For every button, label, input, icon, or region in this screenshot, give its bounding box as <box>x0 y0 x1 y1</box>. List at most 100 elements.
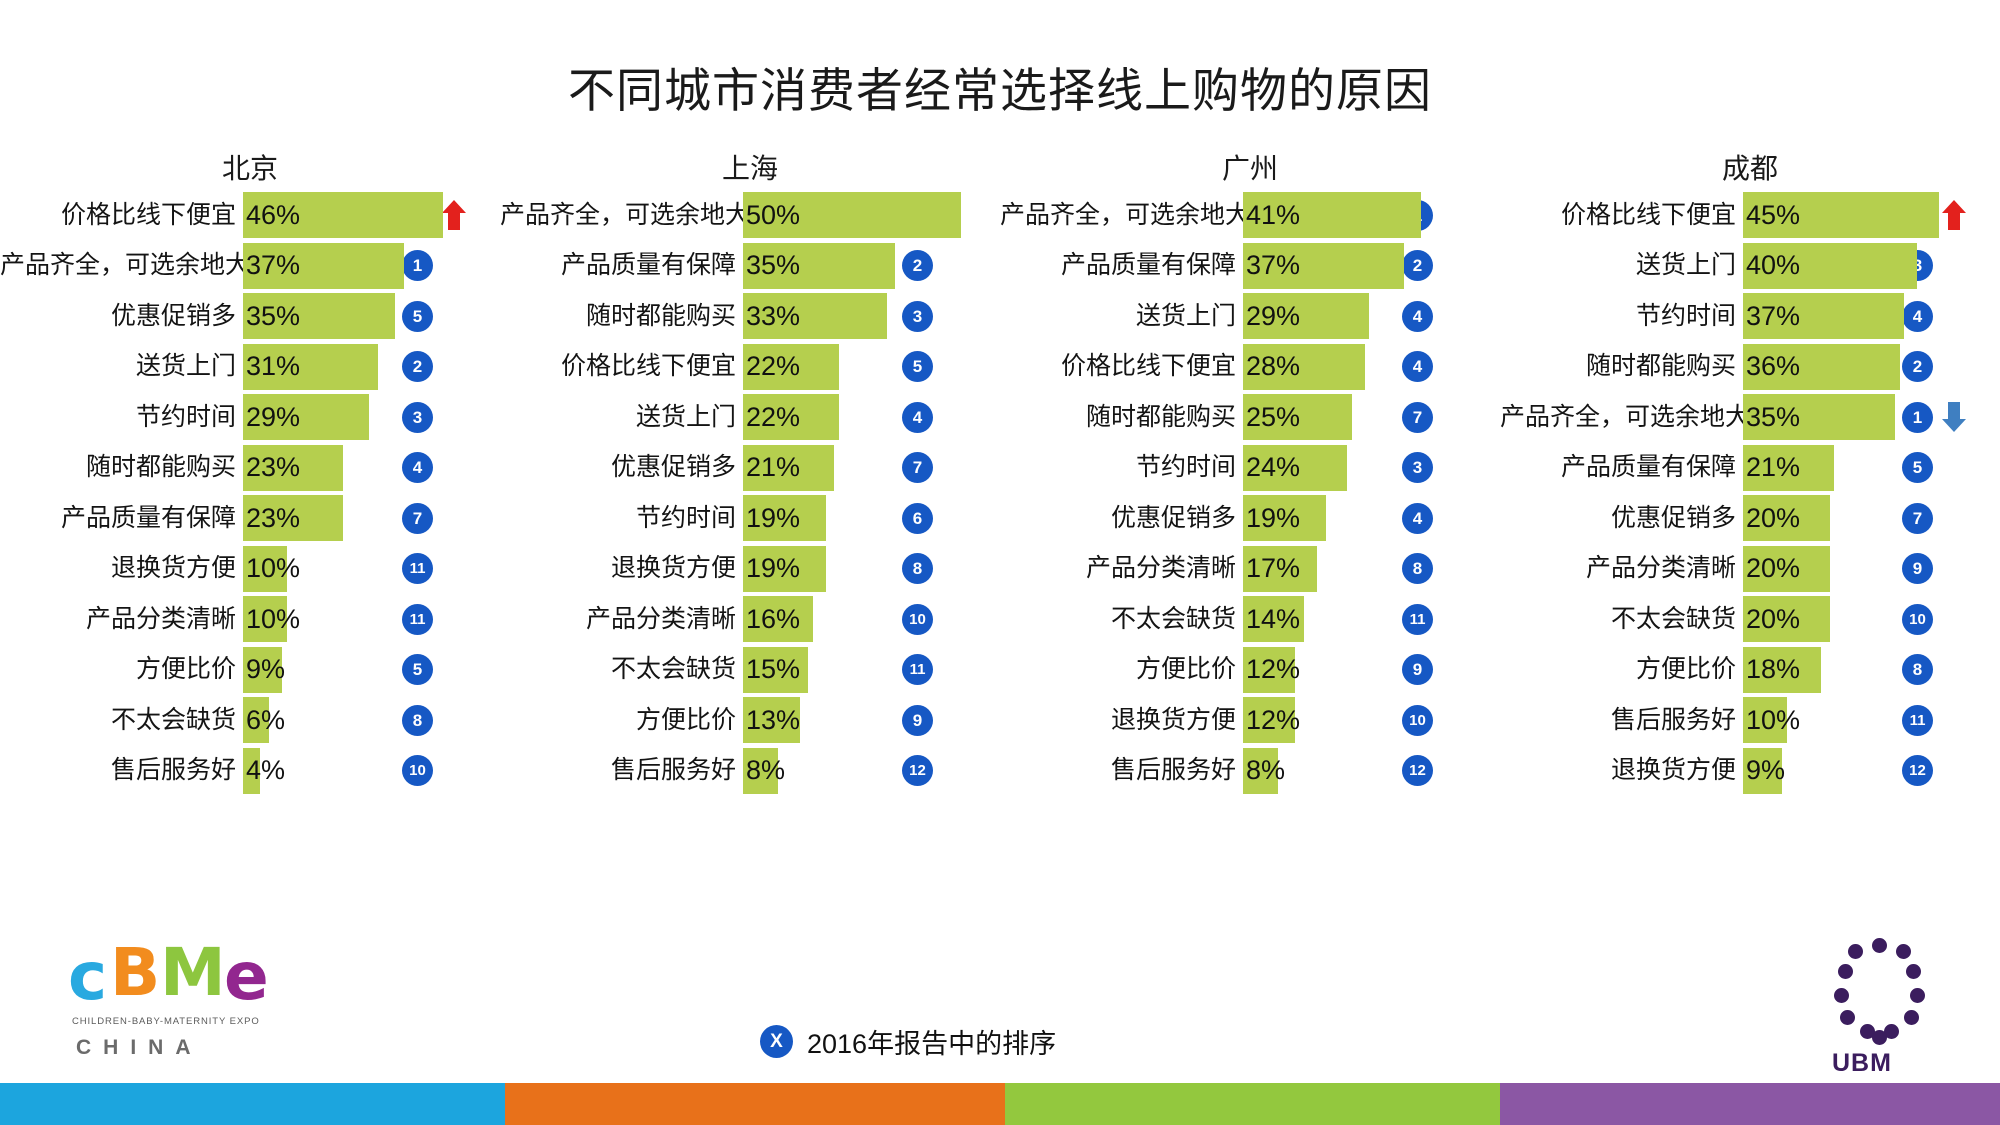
value-label: 23% <box>246 452 301 483</box>
rank-badge: 5 <box>902 351 933 383</box>
rank-badge: 3 <box>402 401 433 433</box>
rank-badge: 11 <box>402 603 433 635</box>
reason-row[interactable]: 随时都能购买 25% 7 <box>1000 392 1500 443</box>
rank-badge: 4 <box>1402 351 1433 383</box>
bar-cell: 28% <box>1243 342 1393 393</box>
value-label: 10% <box>1746 704 1801 735</box>
reason-row[interactable]: 退换货方便 9% 12 <box>1500 746 2000 797</box>
city-rows: 价格比线下便宜45%6送货上门40%3节约时间37%4随时都能购买36%2产品齐… <box>1500 190 2000 796</box>
cbme-country: CHINA <box>76 1036 203 1059</box>
reason-row[interactable]: 送货上门 29% 4 <box>1000 291 1500 342</box>
reason-row[interactable]: 售后服务好 8% 12 <box>1000 746 1500 797</box>
bar-cell: 12% <box>1243 645 1393 696</box>
reason-row[interactable]: 节约时间 29% 3 <box>0 392 500 443</box>
bar-cell: 4% <box>243 746 393 797</box>
reason-row[interactable]: 产品齐全，可选余地大 37% 1 <box>0 241 500 292</box>
reason-row[interactable]: 方便比价 9% 5 <box>0 645 500 696</box>
reason-label: 随时都能购买 <box>1085 402 1236 431</box>
rank-badge: 12 <box>902 755 933 787</box>
bar-cell: 29% <box>243 392 393 443</box>
bottom-color-strip <box>0 1083 2000 1125</box>
bar-cell: 15% <box>743 645 893 696</box>
bar-cell: 8% <box>743 746 893 797</box>
reason-row[interactable]: 节约时间 37% 4 <box>1500 291 2000 342</box>
trend-arrow-placeholder <box>440 451 468 485</box>
bar-cell: 6% <box>243 695 393 746</box>
rank-badge: 7 <box>902 452 933 484</box>
rank-badge: 4 <box>1402 300 1433 332</box>
reason-label: 优惠促销多 <box>110 301 236 330</box>
value-bar <box>243 747 261 794</box>
rank-badge: 11 <box>1902 704 1933 736</box>
reason-row[interactable]: 节约时间 19% 6 <box>500 493 1000 544</box>
trend-arrow-placeholder <box>1440 299 1468 333</box>
reason-row[interactable]: 售后服务好 8% 12 <box>500 746 1000 797</box>
trend-arrow-placeholder <box>940 299 968 333</box>
value-bar <box>743 747 778 794</box>
value-bar <box>743 293 887 339</box>
reason-label: 方便比价 <box>1635 655 1736 684</box>
reason-row[interactable]: 方便比价 12% 9 <box>1000 645 1500 696</box>
reason-row[interactable]: 产品质量有保障 21% 5 <box>1500 443 2000 494</box>
reason-row[interactable]: 不太会缺货 14% 11 <box>1000 594 1500 645</box>
reason-row[interactable]: 随时都能购买 36% 2 <box>1500 342 2000 393</box>
reason-row[interactable]: 产品齐全，可选余地大 35% 1 <box>1500 392 2000 443</box>
reason-label: 方便比价 <box>1135 655 1236 684</box>
reason-row[interactable]: 退换货方便 19% 8 <box>500 544 1000 595</box>
reason-row[interactable]: 产品质量有保障 23% 7 <box>0 493 500 544</box>
reason-row[interactable]: 节约时间 24% 3 <box>1000 443 1500 494</box>
reason-row[interactable]: 售后服务好 4% 10 <box>0 746 500 797</box>
reason-label: 优惠促销多 <box>1610 503 1736 532</box>
trend-arrow-placeholder <box>440 400 468 434</box>
reason-row[interactable]: 产品分类清晰 16% 10 <box>500 594 1000 645</box>
reason-row[interactable]: 送货上门 22% 4 <box>500 392 1000 443</box>
ubm-logo-dot <box>1848 944 1863 959</box>
reason-row[interactable]: 不太会缺货 15% 11 <box>500 645 1000 696</box>
reason-row[interactable]: 产品分类清晰 20% 9 <box>1500 544 2000 595</box>
value-label: 13% <box>746 704 801 735</box>
reason-row[interactable]: 方便比价 18% 8 <box>1500 645 2000 696</box>
reason-row[interactable]: 优惠促销多 20% 7 <box>1500 493 2000 544</box>
reason-row[interactable]: 产品质量有保障 35% 2 <box>500 241 1000 292</box>
reason-row[interactable]: 不太会缺货 20% 10 <box>1500 594 2000 645</box>
trend-arrow-placeholder <box>940 350 968 384</box>
reason-row[interactable]: 送货上门 31% 2 <box>0 342 500 393</box>
bar-cell: 22% <box>743 342 893 393</box>
value-bar <box>1743 646 1822 693</box>
value-bar <box>243 596 287 642</box>
reason-row[interactable]: 方便比价 13% 9 <box>500 695 1000 746</box>
reason-row[interactable]: 退换货方便 12% 10 <box>1000 695 1500 746</box>
value-label: 41% <box>1246 199 1301 230</box>
reason-row[interactable]: 价格比线下便宜 28% 4 <box>1000 342 1500 393</box>
reason-row[interactable]: 价格比线下便宜 22% 5 <box>500 342 1000 393</box>
reason-row[interactable]: 优惠促销多 35% 5 <box>0 291 500 342</box>
value-label: 9% <box>246 654 286 685</box>
reason-row[interactable]: 优惠促销多 19% 4 <box>1000 493 1500 544</box>
reason-row[interactable]: 退换货方便 10% 11 <box>0 544 500 595</box>
reason-label: 不太会缺货 <box>1110 604 1236 633</box>
city-rows: 价格比线下便宜46%9产品齐全，可选余地大37%1优惠促销多35%5送货上门31… <box>0 190 500 796</box>
reason-row[interactable]: 随时都能购买 33% 3 <box>500 291 1000 342</box>
rank-badge: 8 <box>902 553 933 585</box>
reason-row[interactable]: 产品分类清晰 10% 11 <box>0 594 500 645</box>
reason-row[interactable]: 产品质量有保障 37% 2 <box>1000 241 1500 292</box>
reason-label: 方便比价 <box>135 655 236 684</box>
trend-arrow-placeholder <box>1440 754 1468 788</box>
reason-row[interactable]: 不太会缺货 6% 8 <box>0 695 500 746</box>
reason-label: 产品齐全，可选余地大 <box>1000 200 1251 229</box>
reason-row[interactable]: 送货上门 40% 3 <box>1500 241 2000 292</box>
reason-label: 产品质量有保障 <box>1560 453 1736 482</box>
reason-label: 产品分类清晰 <box>585 604 736 633</box>
value-bar <box>1243 343 1365 390</box>
reason-row[interactable]: 产品分类清晰 17% 8 <box>1000 544 1500 595</box>
reason-row[interactable]: 售后服务好 10% 11 <box>1500 695 2000 746</box>
reason-row[interactable]: 优惠促销多 21% 7 <box>500 443 1000 494</box>
value-bar <box>243 192 444 238</box>
value-label: 20% <box>1746 502 1801 533</box>
value-label: 12% <box>1246 654 1301 685</box>
reason-row[interactable]: 随时都能购买 23% 4 <box>0 443 500 494</box>
